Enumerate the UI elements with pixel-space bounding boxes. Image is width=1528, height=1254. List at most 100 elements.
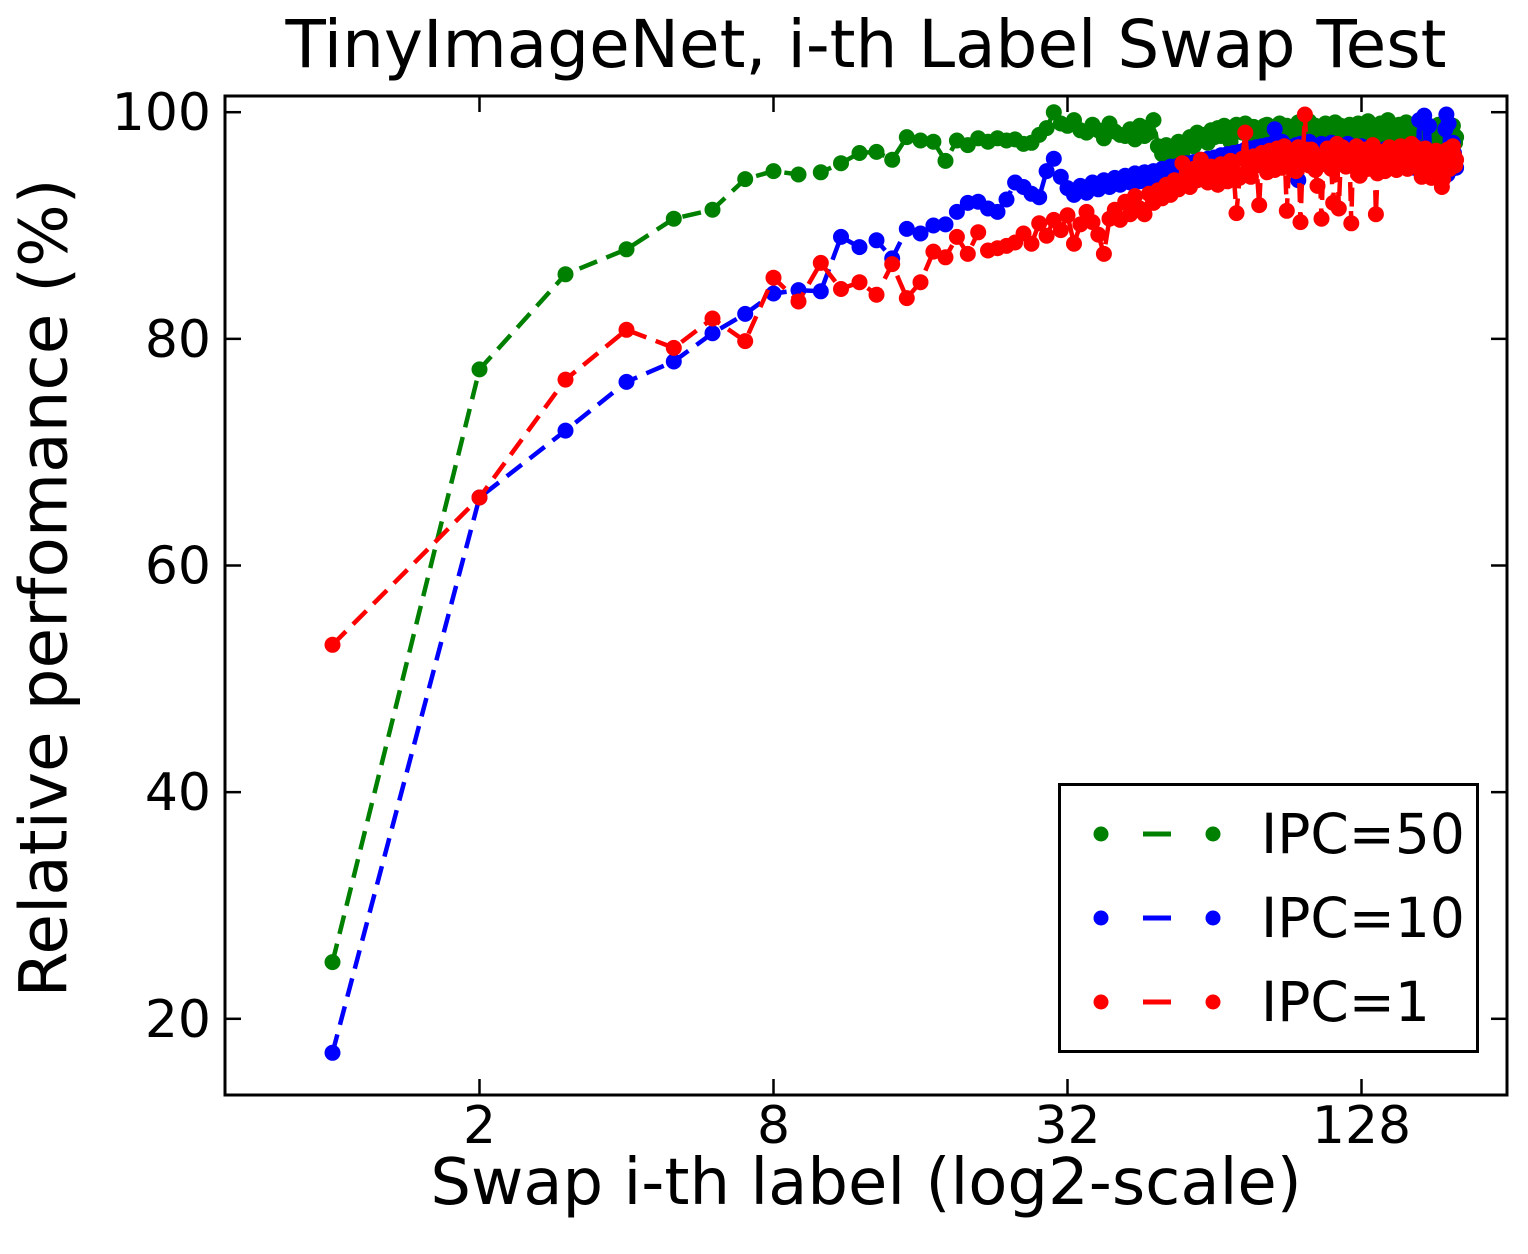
data-point-ipc50 <box>324 954 341 971</box>
y-tick-label: 100 <box>112 83 211 143</box>
data-point-ipc1 <box>833 281 849 297</box>
data-point-ipc1 <box>1031 215 1048 232</box>
data-point-ipc10 <box>557 422 574 439</box>
legend-item-ipc10: IPC=10 <box>1061 885 1476 950</box>
data-point-ipc1 <box>1228 205 1245 222</box>
data-point-ipc1 <box>884 256 901 273</box>
data-point-ipc50 <box>898 129 915 146</box>
data-point-ipc10 <box>998 191 1015 208</box>
data-point-ipc50 <box>704 201 721 218</box>
data-point-ipc1 <box>1090 226 1107 243</box>
data-point-ipc1 <box>812 254 829 271</box>
legend-marker <box>1205 826 1221 842</box>
data-point-ipc50 <box>868 143 885 160</box>
data-point-ipc1 <box>948 228 965 245</box>
data-point-ipc10 <box>989 203 1006 220</box>
data-point-ipc1 <box>1313 210 1330 227</box>
legend-item-ipc50: IPC=50 <box>1061 801 1476 866</box>
legend-marker <box>1093 994 1109 1010</box>
data-point-ipc10 <box>618 373 635 390</box>
data-point-ipc1 <box>790 293 807 310</box>
data-point-ipc1 <box>1052 222 1069 239</box>
data-point-ipc1 <box>1278 202 1295 219</box>
data-point-ipc1 <box>1066 235 1082 252</box>
data-point-ipc10 <box>704 325 721 342</box>
data-point-ipc1 <box>1084 214 1101 231</box>
data-point-ipc50 <box>1141 124 1157 141</box>
legend-line-sample <box>1093 994 1221 1010</box>
data-point-ipc1 <box>1127 188 1143 205</box>
legend-label: IPC=10 <box>1261 885 1465 950</box>
data-point-ipc10 <box>1266 121 1283 138</box>
data-point-ipc1 <box>1237 124 1254 141</box>
data-point-ipc10 <box>851 239 868 256</box>
data-point-ipc1 <box>557 371 574 388</box>
legend-item-ipc1: IPC=1 <box>1061 969 1476 1034</box>
data-point-ipc10 <box>737 305 754 322</box>
data-point-ipc1 <box>471 489 488 506</box>
data-point-ipc10 <box>925 217 942 234</box>
data-point-ipc1 <box>618 321 635 338</box>
series-line-ipc1 <box>330 114 1459 647</box>
data-point-ipc1 <box>937 249 954 266</box>
data-point-ipc1 <box>1292 214 1309 231</box>
data-point-ipc10 <box>868 232 885 249</box>
data-point-ipc10 <box>1045 150 1062 167</box>
y-tick-label: 40 <box>145 763 211 823</box>
data-point-ipc50 <box>833 155 849 172</box>
data-point-ipc10 <box>812 283 829 300</box>
data-point-ipc1 <box>737 333 754 350</box>
data-point-ipc50 <box>665 210 682 227</box>
data-point-ipc50 <box>765 163 782 180</box>
legend-label: IPC=50 <box>1261 801 1465 866</box>
data-point-ipc10 <box>1421 117 1437 134</box>
data-point-ipc1 <box>1136 206 1153 223</box>
data-point-ipc1 <box>925 243 942 260</box>
data-point-ipc10 <box>937 216 954 233</box>
legend: IPC=50 IPC=10 IPC=1 <box>1058 783 1479 1053</box>
data-point-ipc1 <box>912 274 929 291</box>
data-point-ipc50 <box>618 241 635 258</box>
data-point-ipc1 <box>1448 151 1465 168</box>
data-point-ipc50 <box>557 266 574 283</box>
data-point-ipc1 <box>665 339 682 356</box>
data-point-ipc10 <box>1031 189 1048 206</box>
data-point-ipc1 <box>1343 215 1360 232</box>
data-point-ipc1 <box>1309 177 1326 194</box>
data-point-ipc1 <box>1095 245 1112 262</box>
data-point-ipc10 <box>1038 163 1055 180</box>
data-point-ipc50 <box>937 152 954 169</box>
data-point-ipc1 <box>1072 216 1089 233</box>
data-point-ipc50 <box>471 361 488 378</box>
legend-label: IPC=1 <box>1261 969 1430 1034</box>
data-point-ipc10 <box>948 203 965 220</box>
legend-marker <box>1093 826 1109 842</box>
y-tick-label: 60 <box>145 537 211 597</box>
data-point-ipc10 <box>324 1044 341 1061</box>
data-point-ipc10 <box>665 353 682 370</box>
data-point-ipc1 <box>868 286 885 303</box>
data-point-ipc50 <box>925 133 942 150</box>
data-point-ipc1 <box>765 269 782 286</box>
data-point-ipc50 <box>912 132 929 149</box>
x-tick-label: 8 <box>757 1096 790 1156</box>
data-point-ipc50 <box>851 145 868 161</box>
legend-marker <box>1205 910 1221 926</box>
x-tick-label: 128 <box>1312 1096 1411 1156</box>
legend-line-sample <box>1093 826 1221 842</box>
data-point-ipc10 <box>833 228 849 245</box>
legend-marker <box>1093 910 1109 926</box>
x-tick-label: 32 <box>1034 1096 1100 1156</box>
legend-line-sample <box>1093 910 1221 926</box>
data-point-ipc10 <box>1440 115 1457 132</box>
data-point-ipc1 <box>1330 200 1347 217</box>
data-point-ipc1 <box>851 274 868 291</box>
data-point-ipc1 <box>1251 197 1268 214</box>
y-tick-label: 20 <box>145 990 211 1050</box>
x-axis-label: Swap i-th label (log2-scale) <box>430 1146 1302 1220</box>
data-point-ipc50 <box>812 164 829 181</box>
y-tick-label: 80 <box>145 310 211 370</box>
data-point-ipc1 <box>959 245 976 262</box>
data-point-ipc1 <box>324 636 341 653</box>
